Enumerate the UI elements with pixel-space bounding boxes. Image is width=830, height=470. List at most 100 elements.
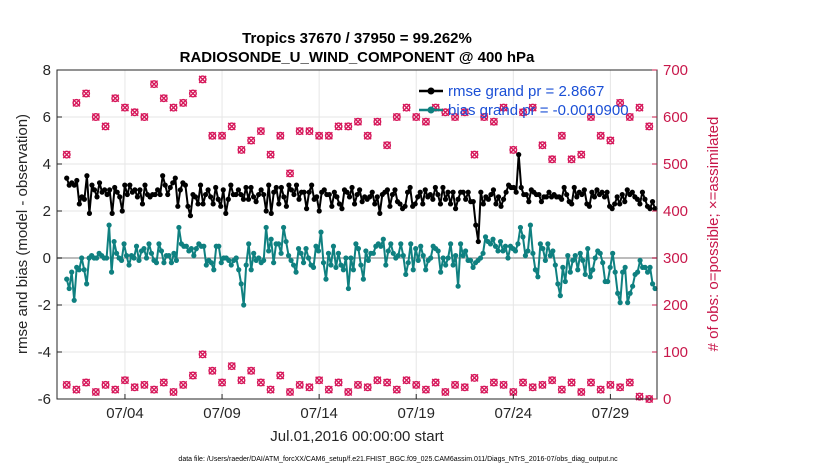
bias-point (131, 255, 137, 261)
bias-point (338, 262, 344, 268)
bias-point (627, 290, 633, 296)
bias-point (268, 236, 274, 242)
bias-point (512, 248, 519, 254)
bias-point (228, 262, 234, 268)
bias-point (445, 255, 451, 261)
bias-point (557, 293, 563, 299)
obs-count-point (586, 112, 595, 121)
x-tick-label: 07/04 (106, 405, 144, 422)
bias-point (216, 243, 222, 249)
rmse-point (288, 187, 295, 193)
obs-count-point (353, 380, 362, 389)
rmse-point (622, 199, 628, 205)
rmse-point (392, 187, 398, 193)
obs-count-point (150, 385, 159, 394)
rmse-point (498, 203, 504, 209)
y-axis-label-left: rmse and bias (model - observation) (14, 114, 31, 354)
obs-count-point (489, 378, 498, 387)
rmse-point (346, 194, 353, 200)
bias-point (635, 269, 641, 275)
bias-point (318, 229, 324, 235)
rmse-point (202, 191, 209, 198)
bias-point (502, 243, 509, 249)
bias-point (136, 257, 142, 263)
rmse-point (485, 196, 492, 202)
bias-point (191, 253, 197, 259)
obs-count-point (188, 89, 197, 98)
bias-point (525, 248, 531, 254)
bias-point (590, 267, 596, 273)
rmse-point (278, 184, 284, 191)
obs-count-point (460, 108, 469, 117)
bias-point (552, 262, 558, 268)
legend-rmse-label: rmse grand pr = 2.8667 (448, 83, 604, 100)
rmse-point (167, 184, 173, 191)
obs-count-point (421, 385, 430, 394)
bias-point (370, 250, 376, 256)
bias-point (193, 246, 199, 252)
bias-point (383, 262, 389, 268)
bias-point (153, 260, 160, 266)
bias-point (570, 257, 576, 263)
rmse-point (114, 189, 120, 195)
obs-count-point (218, 131, 227, 140)
bias-point (500, 248, 506, 254)
rmse-point (493, 201, 499, 207)
bias-point (146, 241, 152, 247)
bias-point (537, 241, 543, 247)
bias-point (363, 248, 369, 254)
rmse-point (218, 203, 224, 209)
bias-point (405, 260, 411, 266)
bias-point (123, 253, 130, 259)
obs-count-point (227, 122, 236, 131)
rmse-point (500, 196, 507, 202)
obs-count-point (402, 376, 411, 385)
bias-point (340, 267, 347, 273)
rmse-point (546, 189, 552, 195)
bias-point (281, 224, 287, 231)
obs-count-point (111, 385, 120, 394)
obs-count-point (295, 127, 304, 136)
obs-count-point (499, 103, 508, 112)
rmse-point (91, 187, 98, 193)
rmse-point (455, 196, 461, 202)
x-tick-label: 07/29 (592, 405, 630, 422)
bias-point (360, 276, 366, 282)
rmse-point (619, 191, 625, 198)
bias-point (470, 264, 476, 270)
obs-count-point (169, 103, 178, 112)
bias-point (520, 234, 526, 240)
obs-count-point (557, 385, 566, 394)
rmse-point (81, 196, 87, 202)
rmse-point (96, 180, 103, 186)
rmse-point (367, 194, 373, 200)
rmse-point (601, 194, 608, 200)
bias-point (111, 238, 117, 245)
obs-count-point (392, 112, 401, 121)
chart-title-line2: RADIOSONDE_U_WIND_COMPONENT @ 400 hPa (180, 49, 535, 66)
obs-count-point (150, 80, 159, 89)
obs-count-point (548, 376, 557, 385)
bias-point (535, 274, 541, 280)
bias-point (266, 248, 272, 254)
rmse-point (571, 184, 577, 191)
bias-point (168, 260, 175, 266)
bias-point (241, 302, 247, 308)
rmse-point (624, 187, 630, 193)
obs-count-point (218, 378, 227, 387)
rmse-point (463, 196, 469, 202)
bias-point (542, 257, 548, 263)
rmse-point (574, 194, 580, 200)
bias-point (545, 241, 551, 247)
rmse-point (303, 206, 310, 212)
bias-point (408, 241, 414, 247)
rmse-point (569, 201, 575, 207)
rmse-point (561, 184, 567, 191)
bias-point (353, 241, 359, 247)
y-tick-label-right: 400 (663, 203, 688, 220)
y-tick-label-right: 500 (663, 156, 688, 173)
rmse-point (344, 189, 350, 195)
bias-point (325, 250, 332, 256)
obs-count-point (266, 150, 275, 159)
bias-point (323, 276, 329, 282)
